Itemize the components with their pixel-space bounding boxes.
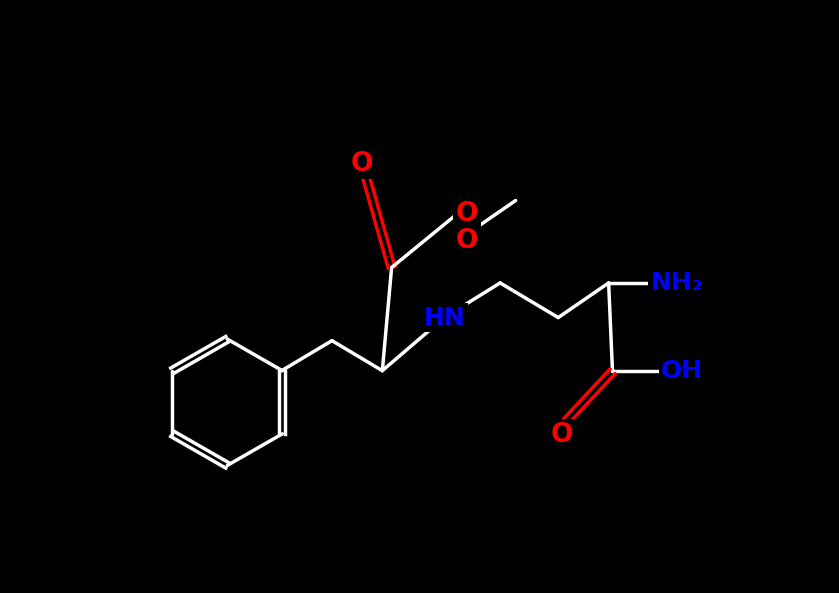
Text: O: O bbox=[551, 422, 573, 448]
Text: NH₂: NH₂ bbox=[650, 271, 703, 295]
Text: HN: HN bbox=[424, 305, 465, 330]
Text: O: O bbox=[351, 151, 373, 177]
Text: O: O bbox=[456, 200, 478, 227]
Text: OH: OH bbox=[661, 359, 703, 384]
Text: O: O bbox=[456, 228, 478, 254]
